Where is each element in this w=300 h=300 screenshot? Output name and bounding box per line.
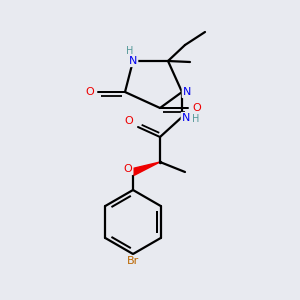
Text: O: O	[193, 103, 201, 113]
Text: N: N	[182, 113, 190, 123]
Text: O: O	[124, 164, 132, 174]
Text: Br: Br	[127, 256, 139, 266]
Text: O: O	[85, 87, 94, 97]
Text: N: N	[129, 56, 137, 66]
Text: H: H	[192, 114, 200, 124]
Text: N: N	[183, 87, 191, 97]
Text: H: H	[126, 46, 134, 56]
Text: O: O	[124, 116, 134, 126]
Polygon shape	[132, 162, 160, 175]
